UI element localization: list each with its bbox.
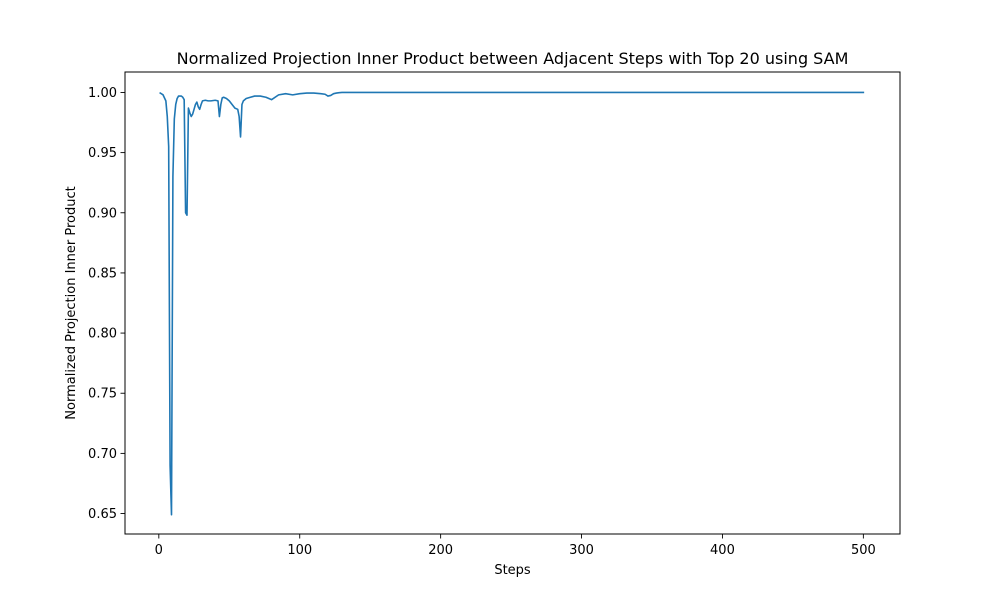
plot-area: [124, 71, 901, 535]
x-tick-label: 300: [569, 543, 594, 558]
y-axis: 0.65 0.70 0.75 0.80 0.85 0.90 0.95 1.00: [88, 86, 125, 522]
y-tick-label: 0.95: [88, 146, 117, 161]
x-tick-label: 0: [155, 543, 163, 558]
y-tick-label: 1.00: [88, 86, 117, 101]
y-axis-label: Normalized Projection Inner Product: [64, 186, 79, 419]
x-tick-label: 100: [287, 543, 312, 558]
x-tick-label: 200: [428, 543, 453, 558]
y-tick-label: 0.70: [88, 447, 117, 462]
chart-title: Normalized Projection Inner Product betw…: [177, 49, 849, 68]
y-tick-label: 0.65: [88, 507, 117, 522]
y-tick-label: 0.85: [88, 266, 117, 281]
y-tick-label: 0.90: [88, 206, 117, 221]
x-tick-label: 400: [710, 543, 735, 558]
x-axis-label: Steps: [494, 563, 531, 578]
x-tick-label: 500: [851, 543, 876, 558]
series-layer: [159, 91, 865, 516]
x-axis: 0 100 200 300 400 500: [155, 534, 876, 558]
series-line-0: [159, 91, 865, 516]
y-tick-label: 0.80: [88, 327, 117, 342]
y-tick-label: 0.75: [88, 387, 117, 402]
